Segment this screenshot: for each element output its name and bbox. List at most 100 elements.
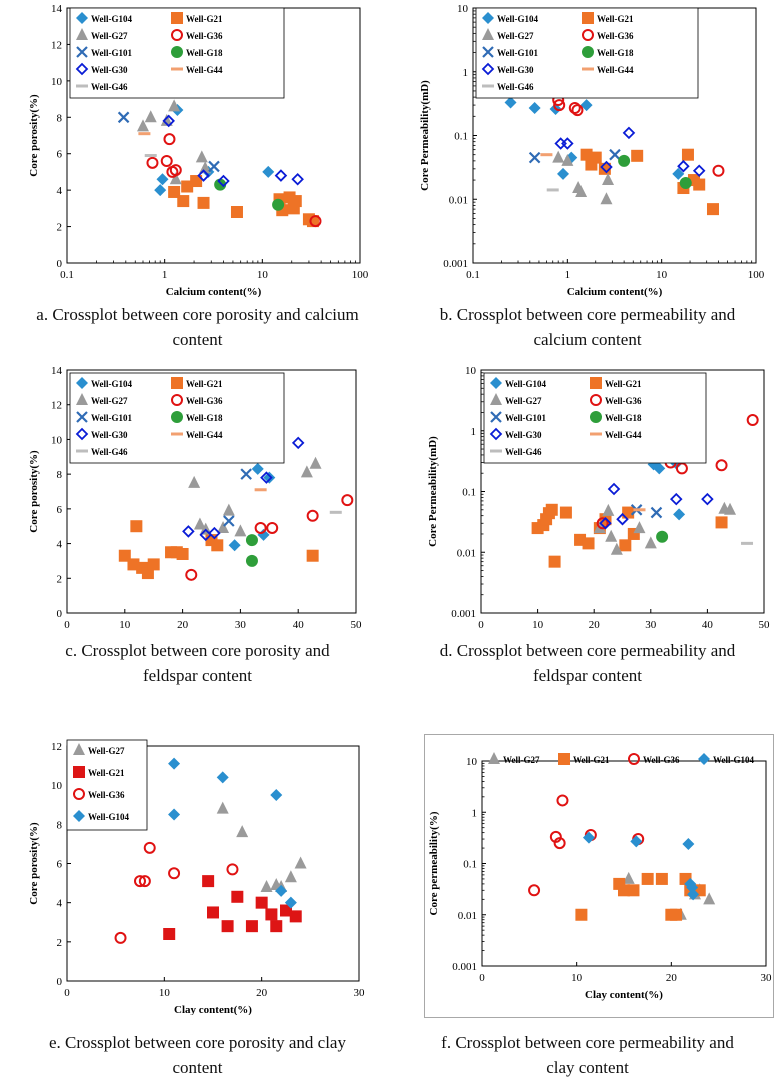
data-point-well-g21 bbox=[619, 539, 632, 552]
data-point-well-g30 bbox=[554, 137, 567, 150]
legend-marker-well-g18 bbox=[171, 411, 183, 423]
x-tick-label: 30 bbox=[761, 972, 773, 984]
caption-c-line1: c. Crossplot between core porosity and bbox=[65, 641, 330, 660]
legend-label-well-g27: Well-G27 bbox=[505, 396, 542, 406]
y-tick-label: 0.1 bbox=[462, 487, 476, 499]
legend-marker-well-g30 bbox=[75, 427, 89, 441]
legend-label-well-g36: Well-G36 bbox=[186, 396, 223, 406]
legend-marker-well-g21 bbox=[171, 377, 183, 389]
data-point-well-g21 bbox=[230, 206, 243, 218]
data-point-well-g36 bbox=[571, 104, 584, 117]
legend-label-well-g46: Well-G46 bbox=[91, 82, 128, 92]
series-well-g44 bbox=[540, 153, 553, 157]
y-tick-label: 12 bbox=[51, 400, 62, 412]
x-tick-label: 40 bbox=[702, 619, 714, 630]
data-point-well-g21 bbox=[270, 920, 283, 933]
chart-b: 0.1 1 10 100 0.001 0.01 0.1 1 10 Calcium content(… bbox=[419, 3, 765, 298]
series-well-g30 bbox=[554, 126, 706, 178]
data-point-well-g27 bbox=[703, 892, 716, 905]
series-well-g21 bbox=[531, 503, 728, 568]
data-point-well-g104 bbox=[228, 539, 241, 552]
y-tick-label: 1 bbox=[472, 807, 478, 819]
legend-label-well-g18: Well-G18 bbox=[186, 413, 223, 423]
legend-label-well-g44: Well-G44 bbox=[597, 65, 634, 75]
data-point-well-g104 bbox=[257, 528, 270, 541]
data-point-well-g27 bbox=[284, 870, 297, 883]
data-point-well-g101 bbox=[528, 151, 541, 164]
legend-marker-well-g104 bbox=[73, 810, 85, 822]
legend-marker-well-g44 bbox=[582, 67, 594, 71]
data-point-well-g46 bbox=[546, 188, 559, 192]
legend-marker-well-g27 bbox=[482, 28, 494, 40]
panel-b: 0.1 1 10 100 0.001 0.01 0.1 1 10 Calcium content(… bbox=[391, 0, 782, 300]
series-well-g30 bbox=[182, 436, 305, 542]
data-point-well-g21 bbox=[289, 195, 302, 208]
data-point-well-g30 bbox=[291, 436, 305, 450]
data-point-well-g27 bbox=[561, 153, 574, 166]
series-well-g27 bbox=[188, 456, 322, 537]
legend-label-well-g21: Well-G21 bbox=[597, 14, 634, 24]
data-point-well-g21 bbox=[190, 175, 203, 188]
data-point-well-g36 bbox=[553, 99, 566, 112]
series-well-g21 bbox=[118, 520, 319, 580]
data-point-well-g36 bbox=[143, 841, 156, 854]
x-tick-label: 1 bbox=[565, 269, 571, 281]
caption-a-line1: a. Crossplot between core porosity and c… bbox=[36, 305, 359, 324]
data-point-well-g30 bbox=[599, 516, 612, 530]
legend-label-well-g36: Well-G36 bbox=[88, 790, 125, 800]
data-point-well-g36 bbox=[114, 931, 127, 944]
caption-d: d. Crossplot between core permeability a… bbox=[395, 638, 780, 688]
caption-b: b. Crossplot between core permeability a… bbox=[395, 302, 780, 352]
legend-marker-well-g21 bbox=[582, 12, 594, 24]
data-point-well-g36 bbox=[306, 509, 319, 522]
y-tick-label: 10 bbox=[465, 365, 477, 377]
series-well-g21 bbox=[580, 148, 719, 216]
y-tick-label: 1 bbox=[471, 426, 477, 438]
series-well-g101 bbox=[528, 148, 621, 164]
data-point-well-g21 bbox=[622, 506, 635, 519]
legend-marker-well-g36 bbox=[590, 394, 602, 406]
data-point-well-g36 bbox=[266, 521, 279, 534]
series-well-g101 bbox=[117, 111, 220, 173]
data-point-well-g36 bbox=[226, 863, 239, 876]
series-well-g44 bbox=[138, 132, 151, 136]
series-well-g18 bbox=[214, 178, 285, 211]
y-tick-label: 4 bbox=[57, 898, 63, 910]
data-point-well-g21 bbox=[255, 896, 268, 909]
data-point-well-g27 bbox=[136, 119, 149, 132]
data-point-well-g104 bbox=[682, 838, 695, 851]
x-axis-label: Clay content(%) bbox=[585, 989, 663, 1001]
data-point-well-g21 bbox=[559, 506, 572, 519]
data-point-well-g21 bbox=[582, 537, 595, 550]
x-axis-label: Calcium content(%) bbox=[166, 286, 262, 298]
legend-marker-well-g104 bbox=[490, 377, 502, 389]
series-well-g30 bbox=[599, 482, 714, 530]
data-point-well-g104 bbox=[270, 788, 283, 801]
y-tick-label: 14 bbox=[51, 365, 63, 377]
data-point-well-g30 bbox=[274, 169, 288, 182]
legend-marker-well-g21 bbox=[171, 12, 183, 24]
y-tick-label: 1 bbox=[463, 67, 469, 79]
plot-frame bbox=[66, 369, 357, 614]
data-point-well-g30 bbox=[616, 512, 629, 526]
x-tick-label: 10 bbox=[159, 987, 171, 999]
data-point-well-g21 bbox=[618, 884, 630, 897]
legend-label-well-g44: Well-G44 bbox=[605, 430, 642, 440]
data-point-well-g104 bbox=[168, 808, 181, 821]
legend-marker-well-g27 bbox=[490, 393, 502, 405]
data-point-well-g104 bbox=[580, 99, 593, 112]
legend-label-well-g18: Well-G18 bbox=[605, 413, 642, 423]
data-point-well-g104 bbox=[672, 167, 685, 180]
panel-f: 0 10 20 30 0.001 0.01 0.1 1 10 Clay content(%) Cor… bbox=[424, 734, 774, 1018]
data-point-well-g44 bbox=[540, 153, 553, 157]
series-well-g46 bbox=[741, 541, 754, 545]
legend-marker-well-g21 bbox=[590, 377, 602, 389]
y-axis-label: Core Permeability(mD) bbox=[427, 436, 439, 547]
data-point-well-g30 bbox=[182, 525, 195, 538]
data-point-well-g30 bbox=[607, 482, 621, 496]
x-tick-label: 30 bbox=[235, 619, 247, 630]
legend-marker-well-g101 bbox=[76, 411, 88, 423]
data-point-well-g18 bbox=[245, 554, 258, 567]
plot-frame bbox=[481, 760, 767, 967]
data-point-well-g36 bbox=[341, 494, 354, 507]
